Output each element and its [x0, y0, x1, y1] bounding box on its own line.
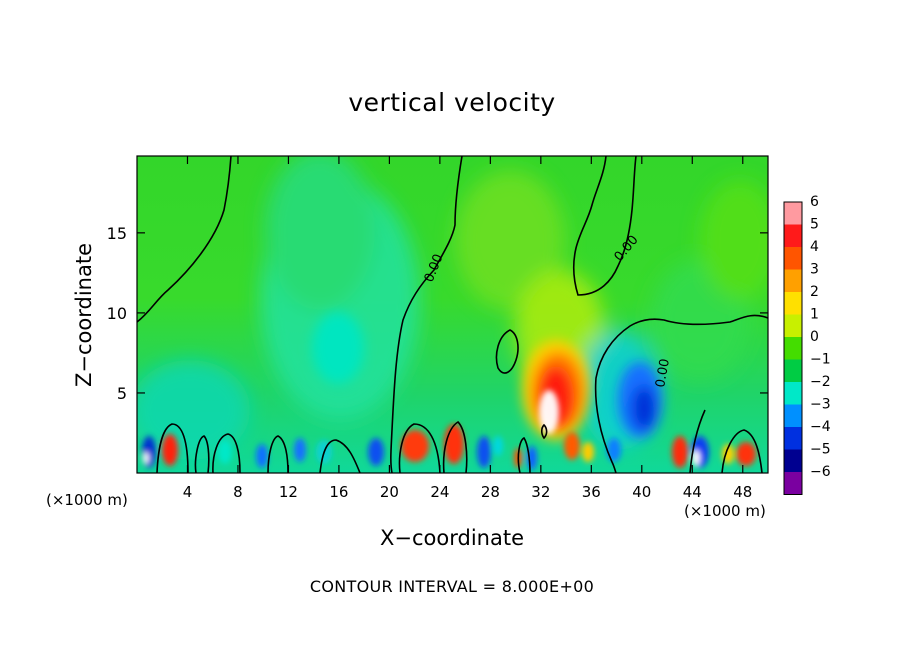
colorbar-swatch — [784, 202, 802, 225]
colorbar-swatch — [784, 382, 802, 405]
x-tick-label: 20 — [380, 483, 399, 501]
x-tick-label: 36 — [582, 483, 601, 501]
colorbar-tick-label: −5 — [810, 442, 831, 458]
colorbar-swatch — [784, 427, 802, 450]
x-tick-label: 4 — [183, 483, 193, 501]
colorbar: 6 5 4 3 2 1 0 −1 −2 −3 −4 −5 −6 — [783, 194, 831, 495]
colorbar-tick-label: 0 — [810, 329, 819, 345]
colorbar-tick-label: 4 — [810, 239, 819, 255]
contour-interval-text: CONTOUR INTERVAL = 8.000E+00 — [309, 577, 595, 596]
contour-label: 0.00 — [653, 358, 673, 389]
colorbar-swatch — [784, 359, 802, 382]
colorbar-swatch — [784, 472, 802, 495]
y-axis-ticks: 5 10 15 — [107, 224, 768, 403]
x-tick-label: 28 — [481, 483, 500, 501]
x-axis-ticks: 4 8 12 16 20 24 28 32 36 40 44 48 — [183, 156, 752, 501]
colorbar-swatch — [784, 337, 802, 360]
colorbar-swatch — [784, 269, 802, 292]
x-tick-label: 12 — [279, 483, 298, 501]
x-tick-label: 44 — [683, 483, 702, 501]
x-tick-label: 40 — [632, 483, 651, 501]
x-unit-left: (×1000 m) — [46, 491, 128, 509]
y-tick-label: 15 — [107, 224, 127, 243]
colorbar-swatch — [784, 314, 802, 337]
x-tick-label: 32 — [531, 483, 550, 501]
x-tick-label: 48 — [733, 483, 752, 501]
x-axis-label: X−coordinate — [380, 526, 524, 550]
colorbar-tick-label: −6 — [810, 464, 831, 480]
colorbar-tick-label: −4 — [810, 419, 831, 435]
y-axis-label: Z−coordinate — [72, 243, 96, 387]
colorbar-tick-label: −2 — [810, 374, 831, 390]
y-tick-label: 10 — [107, 304, 127, 323]
colorbar-frame — [783, 201, 803, 495]
colorbar-tick-label: −1 — [810, 352, 831, 368]
colorbar-swatch — [784, 449, 802, 472]
colorbar-tick-label: 2 — [810, 284, 819, 300]
zero-contours — [137, 156, 768, 473]
x-unit-right: (×1000 m) — [684, 502, 766, 520]
colorbar-swatch — [784, 247, 802, 270]
y-tick-label: 5 — [117, 384, 127, 403]
colorbar-swatch — [784, 224, 802, 247]
colorbar-swatch — [784, 292, 802, 315]
heatmap-field — [137, 156, 768, 473]
x-tick-label: 8 — [233, 483, 243, 501]
x-tick-label: 16 — [329, 483, 348, 501]
chart-title: vertical velocity — [348, 88, 556, 117]
colorbar-tick-label: 6 — [810, 194, 819, 210]
plot-frame — [136, 155, 769, 474]
colorbar-tick-label: −3 — [810, 397, 831, 413]
colorbar-tick-label: 1 — [810, 307, 819, 323]
colorbar-tick-label: 5 — [810, 217, 819, 233]
colorbar-swatch — [784, 404, 802, 427]
colorbar-tick-label: 3 — [810, 262, 819, 278]
x-tick-label: 24 — [430, 483, 449, 501]
